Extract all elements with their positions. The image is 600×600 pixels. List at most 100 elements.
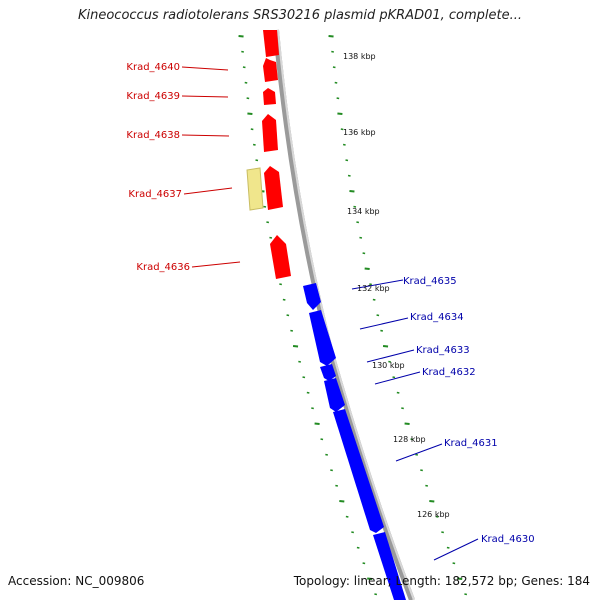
tick-mark	[242, 66, 246, 69]
ruler-labels: 138 kbp 136 kbp 134 kbp 132 kbp 130 kbp …	[343, 52, 450, 519]
tick-mark	[457, 577, 463, 580]
tick-mark	[446, 546, 450, 549]
tick-mark	[247, 112, 253, 115]
tick-mark	[335, 484, 339, 487]
tick-mark	[376, 314, 380, 317]
tick-mark	[320, 438, 324, 441]
label-krad-4635[interactable]: Krad_4635	[403, 276, 457, 287]
forward-leaders	[181, 66, 241, 268]
tick-mark	[246, 97, 250, 100]
tick-mark	[266, 221, 270, 224]
tick-mark	[353, 205, 357, 208]
tick-mark	[337, 112, 343, 115]
backbone-arc-highlight	[277, 29, 415, 600]
tick-mark	[314, 422, 320, 425]
gene-krad-4633[interactable]	[320, 364, 336, 381]
inner-tick-track	[328, 35, 468, 596]
gene-krad-4635[interactable]	[303, 283, 321, 310]
tick-mark	[345, 159, 349, 162]
tick-mark	[263, 205, 267, 208]
forward-labels: Krad_4640 Krad_4639 Krad_4638 Krad_4637 …	[126, 62, 190, 273]
tick-mark	[392, 376, 396, 379]
tick-mark	[404, 422, 410, 425]
label-krad-4633[interactable]: Krad_4633	[416, 345, 470, 356]
label-krad-4631[interactable]: Krad_4631	[444, 438, 498, 449]
tick-mark	[298, 360, 302, 363]
gene-krad-4634[interactable]	[309, 310, 336, 366]
tick-mark	[342, 143, 346, 146]
tick-mark	[356, 221, 360, 224]
ruler-label-134kbp: 134 kbp	[347, 207, 380, 216]
tick-mark	[415, 453, 419, 456]
label-krad-4638[interactable]: Krad_4638	[126, 130, 180, 141]
tick-mark	[362, 562, 366, 565]
tick-mark	[292, 345, 299, 348]
tick-mark	[364, 267, 370, 270]
gene-krad-4632[interactable]	[324, 378, 345, 412]
tick-mark	[356, 546, 360, 549]
accession-text: Accession: NC_009806	[8, 574, 145, 588]
tick-mark	[269, 236, 273, 239]
tick-mark	[302, 376, 306, 379]
tick-mark	[349, 190, 355, 193]
tick-mark	[328, 35, 334, 38]
tick-mark	[410, 438, 414, 441]
tick-mark	[282, 298, 286, 301]
ruler-label-130kbp: 130 kbp	[372, 361, 405, 370]
tick-mark	[339, 500, 345, 503]
tick-mark	[425, 484, 429, 487]
tick-mark	[244, 81, 248, 84]
tick-mark	[238, 35, 244, 38]
tick-mark	[435, 515, 439, 518]
label-krad-4636[interactable]: Krad_4636	[136, 262, 190, 273]
ruler-label-138kbp: 138 kbp	[343, 52, 376, 61]
tick-mark	[382, 345, 389, 348]
tick-mark	[401, 407, 404, 410]
tick-mark	[429, 500, 435, 503]
label-krad-4632[interactable]: Krad_4632	[422, 367, 476, 378]
gene-krad-4640-upper[interactable]	[263, 30, 279, 57]
gene-krad-4636[interactable]	[270, 235, 291, 279]
map-title: Kineococcus radiotolerans SRS30216 plasm…	[77, 8, 523, 23]
ruler-label-132kbp: 132 kbp	[357, 284, 390, 293]
gene-krad-4631[interactable]	[333, 409, 384, 533]
label-krad-4639[interactable]: Krad_4639	[126, 91, 180, 102]
tick-mark	[311, 407, 314, 410]
gene-krad-4639[interactable]	[263, 88, 276, 105]
tick-mark	[330, 469, 333, 472]
label-krad-4630[interactable]: Krad_4630	[481, 534, 535, 545]
tick-mark	[279, 283, 282, 286]
gene-krad-4637-pseudo[interactable]	[246, 167, 264, 211]
tick-mark	[441, 531, 444, 534]
tick-mark	[380, 329, 384, 332]
gene-krad-4640[interactable]	[263, 58, 278, 82]
tick-mark	[372, 298, 376, 301]
tick-mark	[332, 66, 336, 69]
tick-mark	[362, 252, 366, 255]
tick-mark	[396, 391, 400, 394]
tick-mark	[388, 360, 392, 363]
ruler-label-128kbp: 128 kbp	[393, 435, 426, 444]
ruler-label-126kbp: 126 kbp	[417, 510, 450, 519]
label-krad-4634[interactable]: Krad_4634	[410, 312, 464, 323]
gene-krad-4637[interactable]	[264, 166, 283, 210]
gene-krad-4638[interactable]	[262, 114, 278, 152]
label-krad-4640[interactable]: Krad_4640	[126, 62, 180, 73]
tick-mark	[340, 128, 344, 131]
label-krad-4637[interactable]: Krad_4637	[128, 189, 182, 200]
tick-mark	[255, 159, 259, 162]
tick-mark	[464, 593, 468, 596]
reverse-labels: Krad_4635 Krad_4634 Krad_4633 Krad_4632 …	[403, 276, 535, 545]
tick-mark	[252, 143, 256, 146]
outer-tick-track	[238, 35, 378, 596]
tick-mark	[306, 391, 310, 394]
tick-mark	[345, 515, 349, 518]
tick-mark	[359, 236, 363, 239]
tick-mark	[420, 469, 423, 472]
reverse-leaders	[351, 279, 479, 561]
gene-krad-4630[interactable]	[373, 532, 406, 600]
tick-mark	[374, 593, 378, 596]
tick-mark	[369, 283, 372, 286]
tick-mark	[351, 531, 354, 534]
